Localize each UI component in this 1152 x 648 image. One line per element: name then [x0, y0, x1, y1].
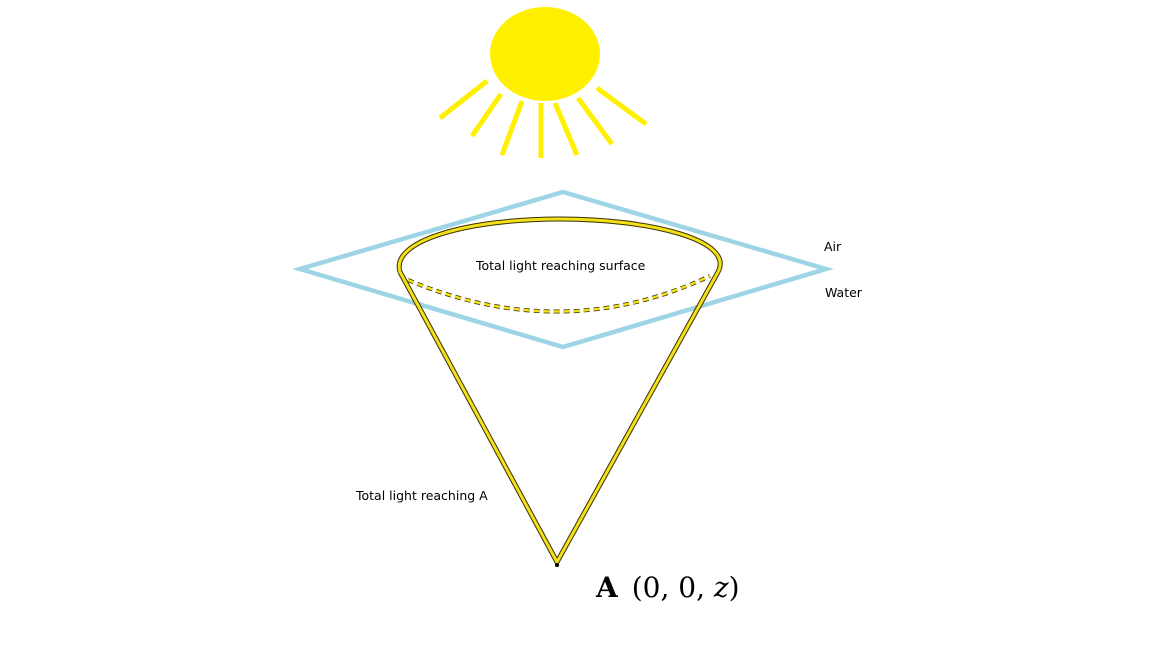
- point-a-light-label: Total light reaching A: [356, 488, 488, 503]
- point-a-coords-var: z: [713, 571, 729, 604]
- water-label: Water: [825, 285, 862, 300]
- point-a-coords-open: (0, 0,: [631, 571, 714, 604]
- surface-light-label: Total light reaching surface: [476, 258, 646, 273]
- light-cone: [396, 216, 723, 565]
- air-label: Air: [824, 239, 842, 254]
- point-a-name: A: [596, 571, 618, 604]
- water-surface-plane: [292, 189, 834, 350]
- sun-rays: [438, 79, 648, 158]
- point-a-marker: [555, 563, 559, 567]
- point-a-coords-close: ): [728, 571, 740, 604]
- sun-disc: [490, 7, 600, 101]
- sun-icon: [438, 7, 648, 158]
- point-a-label: A (0, 0, z): [596, 571, 740, 604]
